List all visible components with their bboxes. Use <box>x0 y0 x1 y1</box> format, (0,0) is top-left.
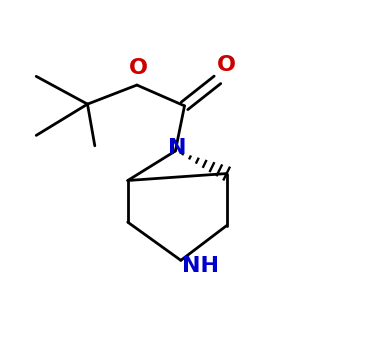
Text: O: O <box>128 58 147 78</box>
Text: N: N <box>168 138 187 157</box>
Text: NH: NH <box>182 256 220 275</box>
Text: O: O <box>217 55 236 75</box>
